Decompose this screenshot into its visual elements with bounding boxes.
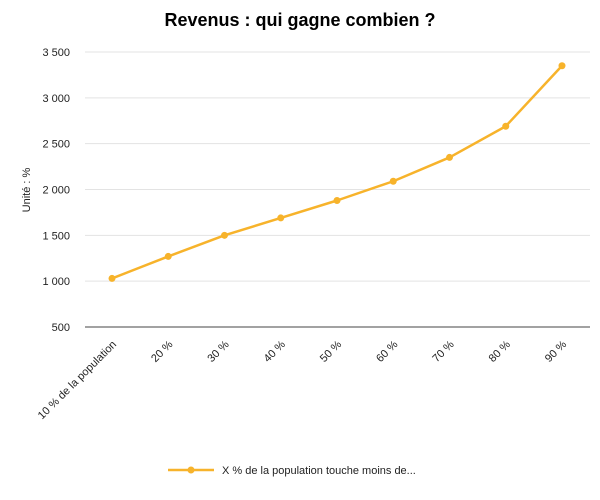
data-point[interactable] — [277, 214, 285, 222]
x-axis-ticks: 10 % de la population 20 % 30 % 40 % 50 % 60 … — [36, 338, 569, 421]
data-point[interactable] — [108, 274, 116, 282]
data-point[interactable] — [502, 122, 510, 130]
x-tick-label: 50 % — [318, 338, 344, 364]
data-point[interactable] — [446, 153, 453, 161]
chart-title: Revenus : qui gagne combien ? — [164, 10, 435, 30]
x-tick-label: 70 % — [430, 338, 456, 364]
legend-label: X % de la population touche moins de... — [222, 465, 416, 477]
y-tick-label: 2 500 — [42, 139, 70, 151]
x-tick-label: 80 % — [487, 338, 513, 364]
legend-point-marker — [187, 466, 195, 474]
data-point[interactable] — [389, 177, 397, 185]
data-point[interactable] — [221, 231, 228, 239]
y-tick-label: 2 000 — [42, 185, 70, 197]
x-tick-label: 30 % — [205, 338, 231, 364]
data-point[interactable] — [333, 197, 341, 204]
y-tick-label: 3 500 — [42, 47, 70, 59]
y-tick-label: 1 500 — [42, 230, 70, 242]
data-point[interactable] — [558, 62, 566, 70]
data-point[interactable] — [164, 252, 172, 260]
legend[interactable]: X % de la population touche moins de... — [168, 465, 416, 477]
y-axis-label: Unité : % — [21, 167, 33, 212]
gridlines — [85, 51, 590, 282]
x-tick-label: 20 % — [149, 338, 175, 364]
y-tick-label: 500 — [52, 322, 70, 334]
x-tick-label: 40 % — [262, 338, 288, 364]
x-tick-label: 60 % — [374, 338, 400, 364]
y-tick-label: 3 000 — [42, 93, 70, 105]
y-axis-ticks: 500 1 000 1 500 2 000 2 500 3 000 3 500 — [42, 47, 70, 334]
x-tick-label: 10 % de la population — [36, 339, 119, 422]
series-layer — [108, 62, 566, 282]
y-tick-label: 1 000 — [42, 276, 70, 288]
x-tick-label: 90 % — [543, 338, 569, 364]
